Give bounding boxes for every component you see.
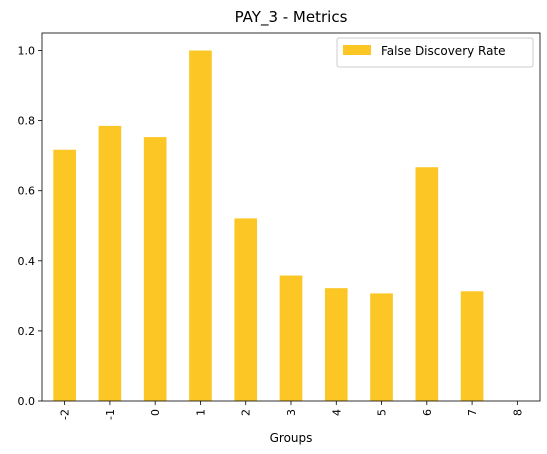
bar-6 [415,167,439,401]
chart-title: PAY_3 - Metrics [235,8,348,27]
x-axis: -2 -1 0 1 2 3 4 5 6 7 8 [59,401,524,420]
x-tick-label: 3 [285,409,298,416]
x-tick-label: 5 [376,409,389,416]
legend-box [336,37,534,68]
x-tick-label: -1 [104,409,117,420]
bar--2 [53,149,76,401]
y-tick-label: 0.2 [18,325,36,338]
bar--1 [98,125,122,401]
x-tick-label: 2 [240,409,253,416]
bars-group [53,50,484,402]
legend: False Discovery Rate [336,37,534,68]
x-tick-label: 7 [466,409,479,416]
y-tick-label: 0.0 [18,395,36,408]
x-tick-label: 8 [511,409,524,416]
y-tick-label: 0.4 [18,255,36,268]
legend-label: False Discovery Rate [381,44,506,58]
bar-7 [460,291,484,401]
y-tick-label: 1.0 [18,45,36,58]
bar-2 [234,218,258,401]
bar-4 [324,288,348,401]
bar-3 [279,275,303,401]
x-axis-label: Groups [270,431,313,445]
y-tick-label: 0.6 [18,185,36,198]
y-axis: 0.0 0.2 0.4 0.6 0.8 1.0 [18,45,42,408]
x-tick-label: -2 [59,409,72,420]
y-tick-label: 0.8 [18,115,36,128]
x-tick-label: 1 [194,409,207,416]
legend-swatch [343,45,371,55]
x-tick-label: 6 [421,409,434,416]
x-tick-label: 4 [330,409,343,416]
bar-5 [370,293,393,401]
bar-1 [189,50,212,402]
x-tick-label: 0 [149,409,162,416]
bar-0 [143,137,167,401]
